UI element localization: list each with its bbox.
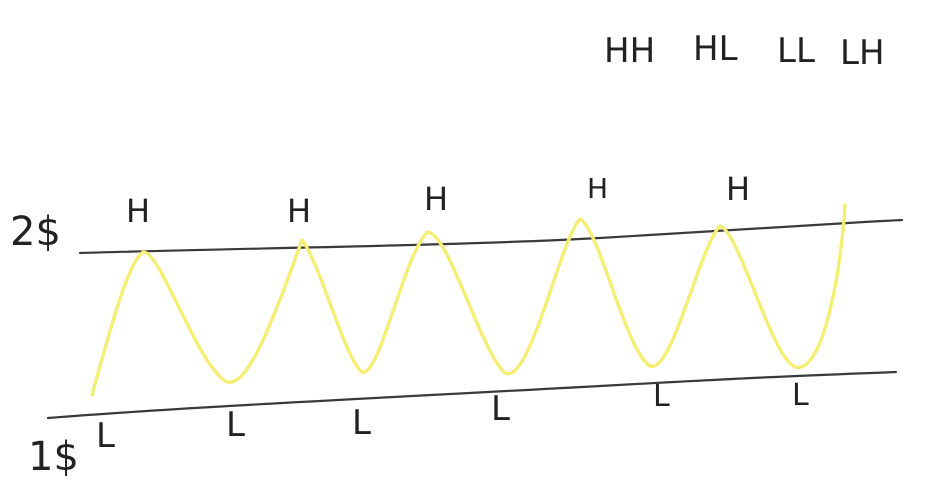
peak-label: H <box>287 192 311 230</box>
lower-level-label: 1$ <box>28 434 79 480</box>
trough-label: L <box>792 378 809 413</box>
peak-label: H <box>424 180 448 218</box>
legend-combo-lh: LH <box>840 33 885 73</box>
peak-label: H <box>126 192 150 230</box>
upper-level-label: 2$ <box>10 209 61 255</box>
price-wave <box>90 203 847 397</box>
peak-label: H <box>726 170 750 208</box>
trough-label: L <box>226 405 245 445</box>
legend-combo-ll: LL <box>777 31 815 71</box>
lower-price-line <box>46 370 898 420</box>
legend-combo-hl: HL <box>693 29 738 69</box>
trough-label: L <box>653 379 670 414</box>
trough-label: L <box>491 389 510 429</box>
peak-label: H <box>587 172 608 205</box>
trough-label: L <box>96 416 115 456</box>
trough-label: L <box>352 403 371 443</box>
legend-combo-hh: HH <box>604 31 655 71</box>
upper-price-line <box>78 218 904 255</box>
